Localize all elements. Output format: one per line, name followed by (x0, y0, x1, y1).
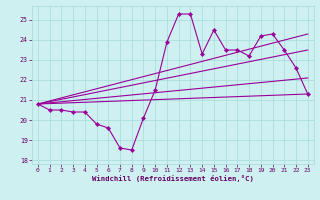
X-axis label: Windchill (Refroidissement éolien,°C): Windchill (Refroidissement éolien,°C) (92, 175, 254, 182)
